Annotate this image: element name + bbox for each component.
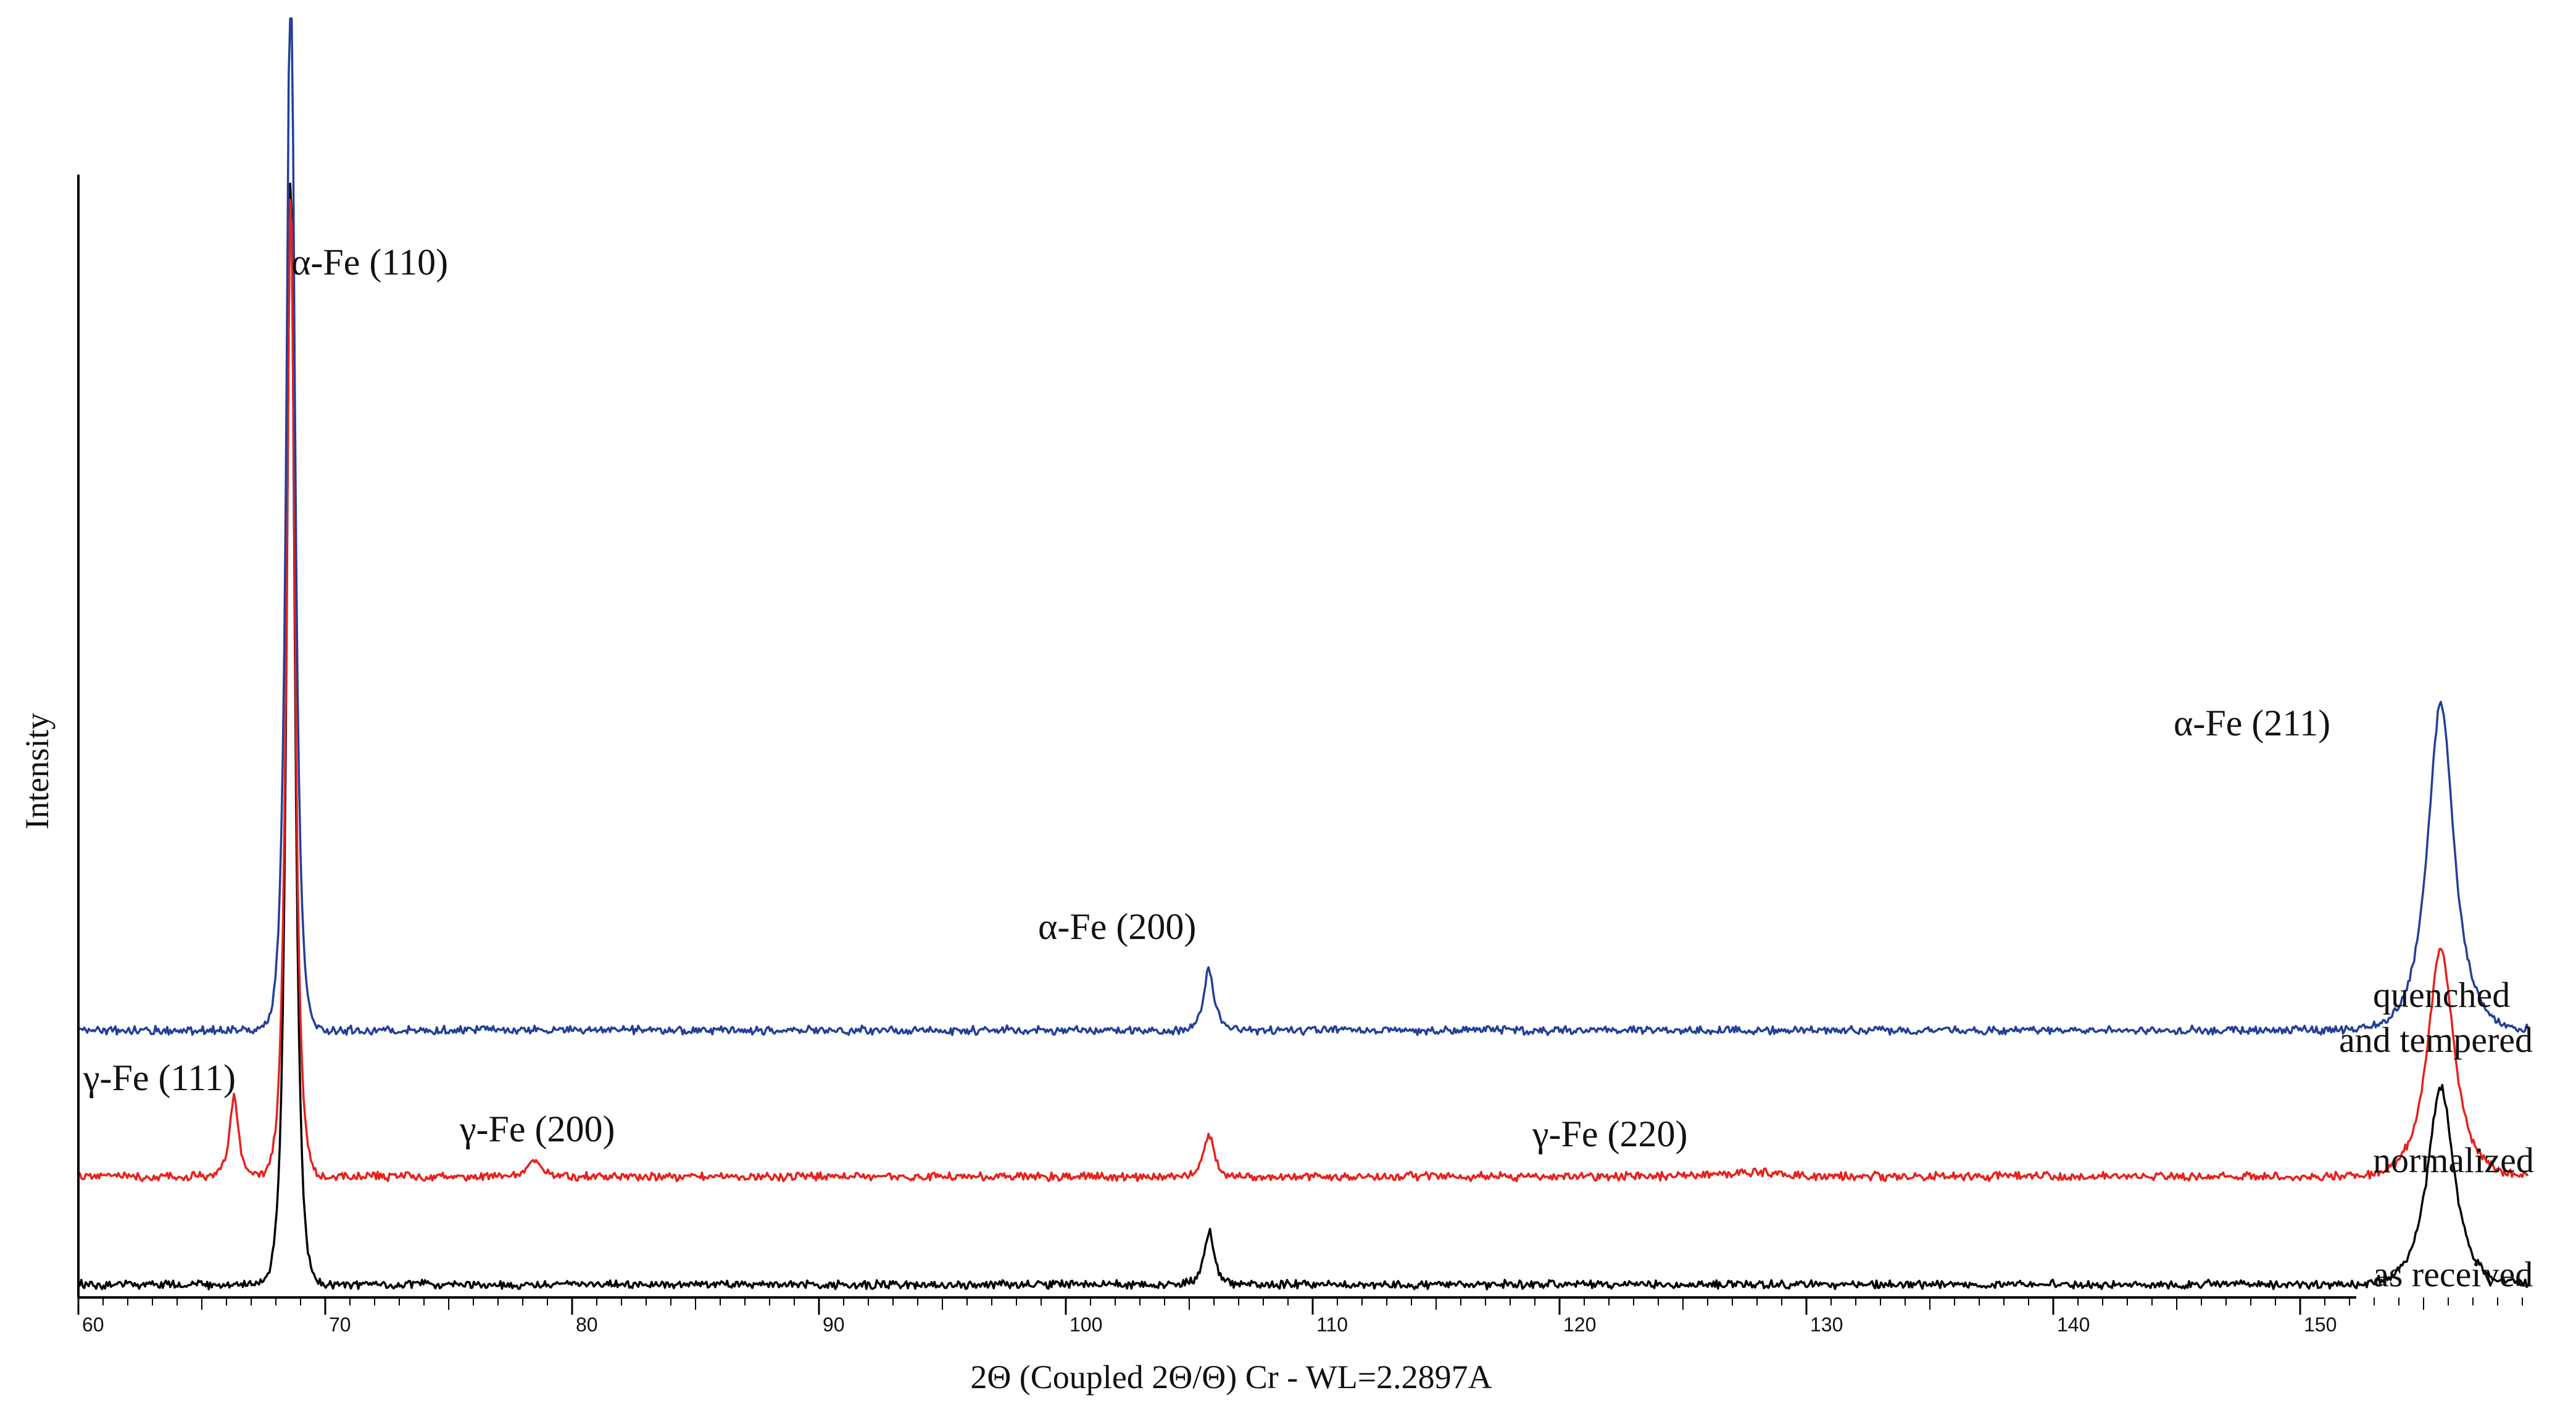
- peak-label-gamma-200: γ-Fe (200): [459, 1109, 615, 1149]
- x-tick-label: 110: [1316, 1314, 1348, 1336]
- x-tick-label: 70: [329, 1314, 351, 1336]
- x-tick-label: 130: [1810, 1314, 1843, 1336]
- x-axis-tick-labels: 60 70 80 90 100 110 120 130 140 150: [82, 1314, 2337, 1336]
- peak-label-alpha-211: α-Fe (211): [2174, 703, 2330, 743]
- x-axis-label: 2Θ (Coupled 2Θ/Θ) Cr - WL=2.2897A: [970, 1359, 1492, 1396]
- peak-label-alpha-110: α-Fe (110): [291, 242, 448, 283]
- series-traces: [77, 17, 2530, 1291]
- peak-label-alpha-200: α-Fe (200): [1038, 906, 1196, 947]
- peak-label-gamma-111: γ-Fe (111): [83, 1057, 236, 1098]
- series-label-and-tempered: and tempered: [2339, 1020, 2533, 1060]
- series-line-normalized: [78, 198, 2529, 1183]
- x-tick-label: 120: [1563, 1314, 1596, 1336]
- x-tick-label: 100: [1070, 1314, 1102, 1336]
- x-tick-label: 150: [2304, 1314, 2337, 1336]
- series-label-as-received: as received: [2373, 1254, 2533, 1294]
- x-tick-label: 60: [82, 1314, 104, 1336]
- x-axis-ticks: [77, 1297, 2523, 1315]
- series-label-quenched: quenched: [2373, 975, 2510, 1015]
- series-line-quenched-and-tempered: [78, 17, 2530, 1036]
- series-line-as-received: [77, 182, 2529, 1291]
- x-tick-label: 90: [823, 1314, 845, 1336]
- x-tick-label: 140: [2057, 1314, 2090, 1336]
- y-axis-label: Intensity: [19, 713, 56, 830]
- series-label-normalized: normalized: [2373, 1140, 2534, 1180]
- peak-label-gamma-220: γ-Fe (220): [1532, 1114, 1687, 1154]
- x-tick-label: 80: [576, 1314, 598, 1336]
